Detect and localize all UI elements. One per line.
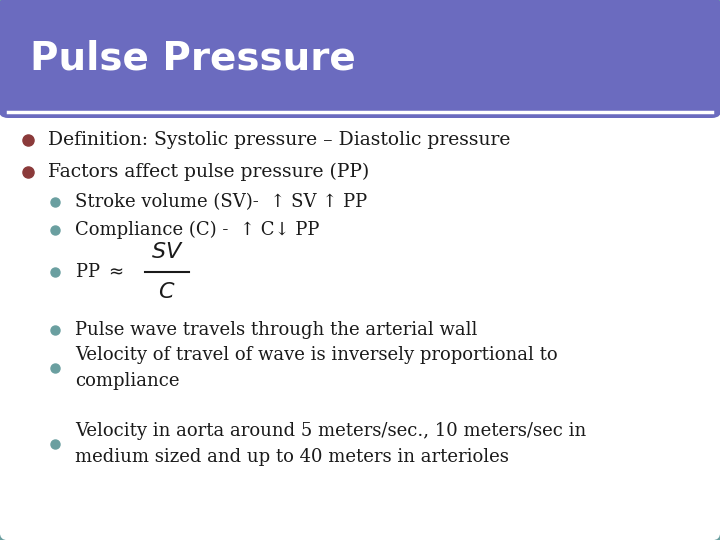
Text: $\mathit{SV}$: $\mathit{SV}$ [150, 242, 184, 262]
FancyBboxPatch shape [0, 0, 720, 118]
Text: PP $\approx$: PP $\approx$ [75, 263, 124, 281]
Text: Pulse wave travels through the arterial wall: Pulse wave travels through the arterial … [75, 321, 477, 339]
Text: Stroke volume (SV)-  ↑ SV ↑ PP: Stroke volume (SV)- ↑ SV ↑ PP [75, 193, 367, 211]
Bar [8, 88, 712, 108]
Text: Pulse Pressure: Pulse Pressure [30, 39, 356, 77]
Text: Factors affect pulse pressure (PP): Factors affect pulse pressure (PP) [48, 163, 369, 181]
Text: Velocity of travel of wave is inversely proportional to
compliance: Velocity of travel of wave is inversely … [75, 347, 557, 389]
Text: $\mathit{C}$: $\mathit{C}$ [158, 282, 176, 302]
Text: Compliance (C) -  ↑ C↓ PP: Compliance (C) - ↑ C↓ PP [75, 221, 320, 239]
Text: Velocity in aorta around 5 meters/sec., 10 meters/sec in
medium sized and up to : Velocity in aorta around 5 meters/sec., … [75, 422, 586, 465]
Text: Definition: Systolic pressure – Diastolic pressure: Definition: Systolic pressure – Diastoli… [48, 131, 510, 149]
